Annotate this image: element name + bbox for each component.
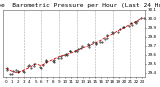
- Title: Milwaukee  Barometric Pressure per Hour (Last 24 Hours): Milwaukee Barometric Pressure per Hour (…: [0, 3, 160, 8]
